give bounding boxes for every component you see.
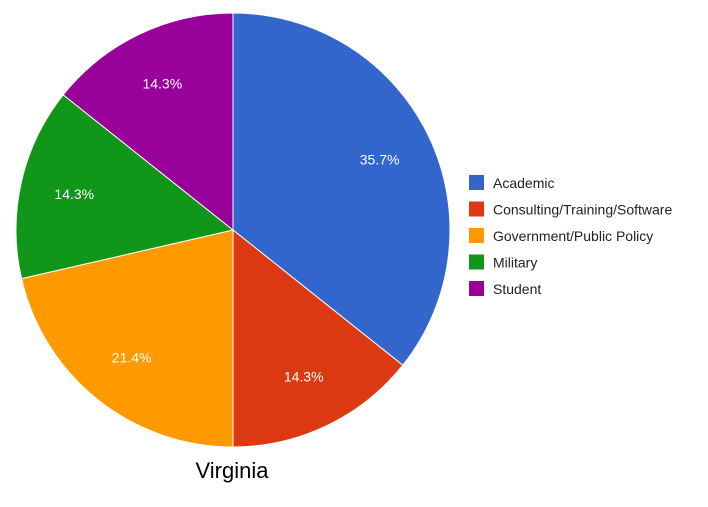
pie-slice-student xyxy=(62,12,234,232)
legend-swatch xyxy=(469,175,484,190)
legend-label: Academic xyxy=(493,175,554,191)
legend-swatch xyxy=(469,228,484,243)
legend-label: Government/Public Policy xyxy=(493,228,653,244)
pie-slice-labels: 35.7% 14.3% 21.4% 14.3% 14.3% xyxy=(54,75,399,384)
pie-slice-academic xyxy=(232,12,451,366)
pie-slices xyxy=(15,12,451,448)
chart-legend: Academic Consulting/Training/Software Gove… xyxy=(469,175,672,297)
pie-slice-label: 14.3% xyxy=(54,186,94,202)
pie-slice-label: 21.4% xyxy=(112,349,152,365)
pie-slice-label: 14.3% xyxy=(142,75,182,91)
pie-slice-consulting-training-software xyxy=(232,228,404,448)
legend-swatch xyxy=(469,281,484,296)
pie-slice-military xyxy=(15,94,235,280)
pie-slice-label: 35.7% xyxy=(360,151,400,167)
legend-label: Consulting/Training/Software xyxy=(493,202,672,218)
legend-swatch xyxy=(469,201,484,217)
legend-label: Student xyxy=(493,281,541,297)
legend-swatch xyxy=(469,254,484,270)
chart-title: Virginia xyxy=(196,458,270,483)
legend-label: Military xyxy=(493,255,537,271)
pie-slice-government-public-policy xyxy=(20,229,234,448)
pie-slice-label: 14.3% xyxy=(284,369,324,385)
